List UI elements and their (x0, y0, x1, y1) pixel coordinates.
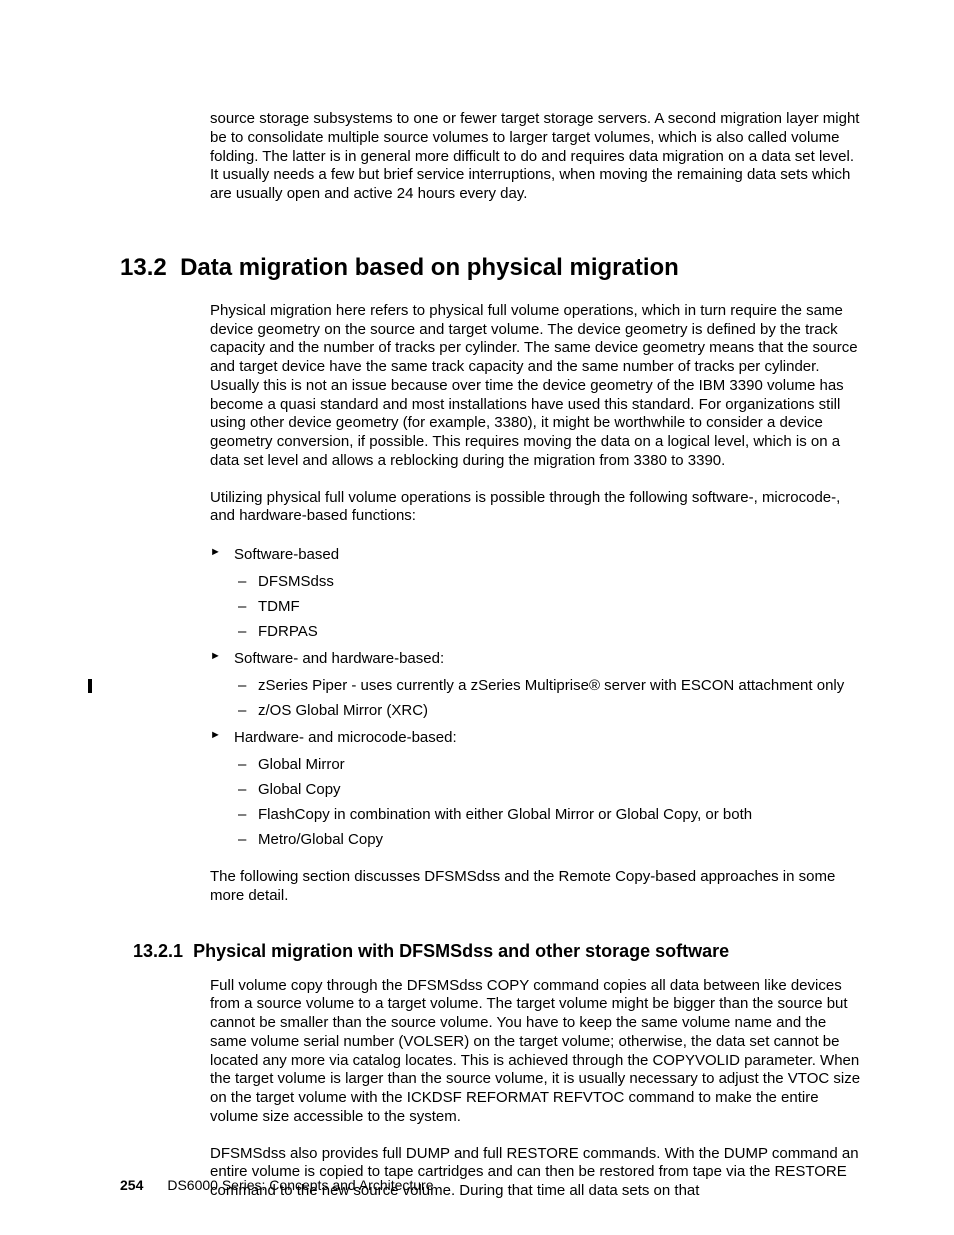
page-number: 254 (120, 1177, 143, 1193)
intro-paragraph: source storage subsystems to one or fewe… (210, 110, 864, 204)
sub-list-item: z/OS Global Mirror (XRC) (234, 700, 864, 721)
sub-list-item: FlashCopy in combination with either Glo… (234, 804, 864, 825)
subsection-title: Physical migration with DFSMSdss and oth… (193, 941, 729, 961)
change-bar (88, 679, 92, 693)
list-item: Hardware- and microcode-based: Global Mir… (210, 727, 864, 850)
section-para-2: Utilizing physical full volume operation… (210, 489, 864, 527)
section-heading: 13.2 Data migration based on physical mi… (120, 254, 864, 282)
page-footer: 254 DS6000 Series: Concepts and Architect… (120, 1177, 434, 1193)
list-item: Software-based DFSMSdss TDMF FDRPAS (210, 544, 864, 642)
page: source storage subsystems to one or fewe… (0, 0, 954, 1235)
list-item-label: Software- and hardware-based: (234, 650, 444, 667)
sub-list-item: Metro/Global Copy (234, 829, 864, 850)
sub-list: zSeries Piper - uses currently a zSeries… (234, 675, 864, 721)
section-number: 13.2 (120, 254, 167, 281)
function-list: Software-basedDFSMSdssTDMFFDRPASSoftware… (210, 544, 864, 850)
sub-list-item: FDRPAS (234, 621, 864, 642)
subsection-heading: 13.2.1 Physical migration with DFSMSdss … (133, 941, 873, 962)
section-para-3: The following section discusses DFSMSdss… (210, 868, 864, 906)
sub-list: DFSMSdss TDMF FDRPAS (234, 571, 864, 642)
book-title: DS6000 Series: Concepts and Architecture (167, 1177, 433, 1193)
sub-list-item: Global Mirror (234, 754, 864, 775)
sub-list: Global Mirror Global Copy FlashCopy in com… (234, 754, 864, 850)
sub-list-item: TDMF (234, 596, 864, 617)
list-item: Software- and hardware-based: zSeries Pip… (210, 648, 864, 721)
sub-list-item: Global Copy (234, 779, 864, 800)
list-item-label: Hardware- and microcode-based: (234, 729, 457, 746)
section-para-1: Physical migration here refers to physic… (210, 302, 864, 471)
sub-list-item: DFSMSdss (234, 571, 864, 592)
subsection-number: 13.2.1 (133, 941, 183, 961)
subsection-para-1: Full volume copy through the DFSMSdss CO… (210, 977, 864, 1127)
section-title: Data migration based on physical migrati… (180, 254, 679, 281)
sub-list-item: zSeries Piper - uses currently a zSeries… (234, 675, 864, 696)
list-item-label: Software-based (234, 546, 339, 563)
